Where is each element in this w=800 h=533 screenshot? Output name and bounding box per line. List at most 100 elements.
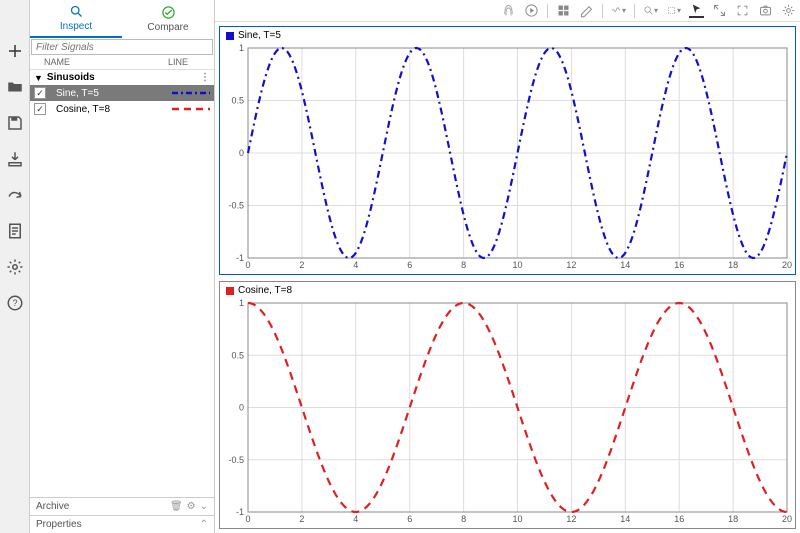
legend-marker [226,287,234,295]
svg-text:12: 12 [566,260,576,270]
zoom-icon[interactable]: ▾ [643,3,658,18]
folder-button[interactable] [4,76,26,98]
plot-canvas[interactable]: 0 2 4 6 8 10 12 14 16 18 20 -1 -0.5 0 0.5 1 [220,44,795,274]
properties-label: Properties [36,519,82,530]
svg-text:0: 0 [245,514,250,524]
save-button[interactable] [4,112,26,134]
svg-text:16: 16 [674,514,684,524]
main-area: ▾ ▾ ▾ Sine, T=502468101214161820-1-0.500… [215,0,800,533]
plots-area: Sine, T=502468101214161820-1-0.500.51Cos… [215,22,800,533]
svg-text:16: 16 [674,260,684,270]
properties-section[interactable]: Properties ⌃ [30,515,214,533]
expand-icon[interactable] [712,3,727,18]
chevron-up-icon[interactable]: ⌃ [200,519,208,530]
svg-text:20: 20 [782,260,792,270]
svg-text:18: 18 [728,260,738,270]
svg-text:0: 0 [239,148,244,158]
svg-text:-1: -1 [236,507,244,517]
fit-icon[interactable]: ▾ [666,3,681,18]
svg-text:-0.5: -0.5 [228,455,244,465]
svg-text:-1: -1 [236,253,244,263]
trash-icon[interactable]: 🗑 [170,501,183,512]
svg-text:14: 14 [620,260,630,270]
svg-text:20: 20 [782,514,792,524]
archive-section[interactable]: Archive 🗑 ⚙ ⌄ [30,497,214,515]
signal-icon[interactable]: ▾ [611,3,626,18]
filter-signals-input[interactable] [31,39,213,55]
group-menu-button[interactable]: ⋮ [200,72,210,83]
play-icon[interactable] [524,3,539,18]
svg-text:1: 1 [239,44,244,53]
column-headers: NAME LINE [30,55,214,70]
help-button[interactable]: ? [4,292,26,314]
chevron-down-icon[interactable]: ⌄ [200,501,208,512]
signal-label: Cosine, T=8 [50,104,172,115]
sidebar: Inspect Compare NAME LINE ▼ Sinusoids ⋮ … [30,0,215,533]
svg-text:-0.5: -0.5 [228,201,244,211]
svg-text:2: 2 [299,260,304,270]
plot-panel[interactable]: Sine, T=5 0 2 4 6 8 10 12 14 16 18 20 -1 -0.5 0 0.5 1 [219,26,796,275]
fingerprint-icon[interactable] [501,3,516,18]
grid-layout-icon[interactable] [556,3,571,18]
svg-text:0: 0 [245,260,250,270]
cursor-icon[interactable] [689,3,704,18]
col-name-header: NAME [34,57,168,67]
clear-icon[interactable] [579,3,594,18]
sidebar-tabs: Inspect Compare [30,0,214,38]
left-toolbar: ? [0,0,30,533]
plot-panel[interactable]: Cosine, T=8 0 2 4 6 8 10 12 14 16 18 20 -1 -0.5 0 0.5 1 [219,281,796,529]
import-button[interactable] [4,148,26,170]
plot-toolbar: ▾ ▾ ▾ [215,0,800,22]
search-icon [69,4,84,19]
gear-icon[interactable]: ⚙ [187,501,196,512]
signal-label: Sine, T=5 [50,88,172,99]
maximize-icon[interactable] [735,3,750,18]
signal-row[interactable]: ✓ Sine, T=5 [30,85,214,101]
svg-text:1: 1 [239,299,244,308]
svg-text:0.5: 0.5 [231,96,244,106]
snapshot-icon[interactable] [758,3,773,18]
svg-text:2: 2 [299,514,304,524]
svg-text:14: 14 [620,514,630,524]
group-sinusoids[interactable]: ▼ Sinusoids ⋮ [30,70,214,85]
line-style-sample [172,88,210,98]
svg-text:0: 0 [239,403,244,413]
svg-text:0.5: 0.5 [231,350,244,360]
tab-compare-label: Compare [147,22,188,33]
svg-text:6: 6 [407,514,412,524]
svg-text:8: 8 [461,260,466,270]
svg-text:4: 4 [353,514,358,524]
svg-text:12: 12 [566,514,576,524]
add-button[interactable] [4,40,26,62]
signal-list: ✓ Sine, T=5 ✓ Cosine, T=8 [30,85,214,117]
check-icon [161,5,176,20]
plot-canvas[interactable]: 0 2 4 6 8 10 12 14 16 18 20 -1 -0.5 0 0.5 1 [220,299,795,528]
svg-text:10: 10 [512,260,522,270]
tab-inspect-label: Inspect [60,21,92,32]
svg-text:?: ? [12,298,17,308]
export-button[interactable] [4,184,26,206]
preferences-icon[interactable] [781,3,796,18]
signal-row[interactable]: ✓ Cosine, T=8 [30,101,214,117]
tab-inspect[interactable]: Inspect [30,0,122,38]
plot-legend: Cosine, T=8 [220,282,795,299]
plot-legend: Sine, T=5 [220,27,795,44]
signal-checkbox[interactable]: ✓ [34,103,46,115]
legend-marker [226,32,234,40]
svg-text:10: 10 [512,514,522,524]
line-style-sample [172,104,210,114]
svg-text:6: 6 [407,260,412,270]
tab-compare[interactable]: Compare [122,0,214,38]
report-button[interactable] [4,220,26,242]
svg-text:8: 8 [461,514,466,524]
svg-text:4: 4 [353,260,358,270]
archive-label: Archive [36,501,69,512]
settings-button[interactable] [4,256,26,278]
caret-down-icon: ▼ [34,73,43,83]
legend-label: Sine, T=5 [238,30,281,41]
svg-text:18: 18 [728,514,738,524]
col-line-header: LINE [168,57,210,67]
group-label: Sinusoids [47,72,95,83]
signal-checkbox[interactable]: ✓ [34,87,46,99]
legend-label: Cosine, T=8 [238,285,292,296]
